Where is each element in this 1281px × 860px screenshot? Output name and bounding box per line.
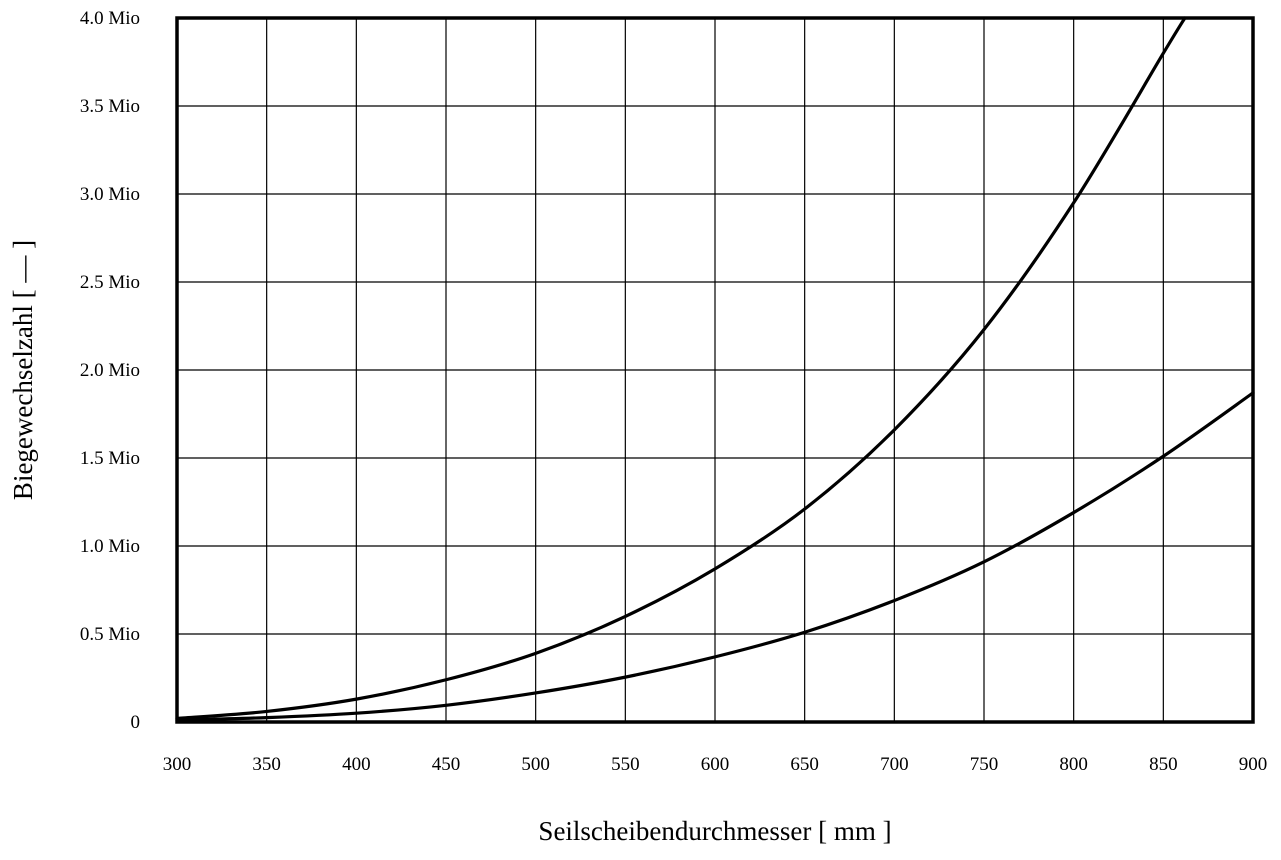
x-axis-ticks: 300 350 400 450 500 550 600 650 700 750 800 850 900 xyxy=(163,754,1268,775)
y-tick-label: 3.0 Mio xyxy=(80,184,140,205)
x-tick-label: 350 xyxy=(252,754,281,775)
y-axis-title: Biegewechselzahl [ — ] xyxy=(8,240,38,500)
x-tick-label: 700 xyxy=(880,754,909,775)
x-tick-label: 600 xyxy=(701,754,730,775)
y-tick-label: 0 xyxy=(131,712,141,733)
grid xyxy=(176,17,1254,723)
x-tick-label: 450 xyxy=(432,754,461,775)
series-line-1 xyxy=(175,16,1187,721)
y-tick-label: 2.5 Mio xyxy=(80,272,140,293)
x-tick-label: 650 xyxy=(790,754,819,775)
x-axis-title: Seilscheibendurchmesser [ mm ] xyxy=(538,816,891,846)
y-tick-label: 0.5 Mio xyxy=(80,624,140,645)
y-tick-label: 2.0 Mio xyxy=(80,360,140,381)
y-tick-label: 4.0 Mio xyxy=(80,8,140,29)
x-tick-label: 500 xyxy=(521,754,550,775)
plot-frame xyxy=(175,16,1255,724)
x-tick-label: 900 xyxy=(1239,754,1268,775)
x-tick-label: 850 xyxy=(1149,754,1178,775)
x-tick-label: 800 xyxy=(1059,754,1088,775)
y-tick-label: 1.0 Mio xyxy=(80,536,140,557)
y-tick-label: 1.5 Mio xyxy=(80,448,140,469)
x-tick-label: 550 xyxy=(611,754,640,775)
series-group xyxy=(175,16,1255,722)
x-tick-label: 400 xyxy=(342,754,371,775)
x-tick-label: 300 xyxy=(163,754,192,775)
series-line-2 xyxy=(175,391,1255,722)
y-tick-label: 3.5 Mio xyxy=(80,96,140,117)
y-axis-ticks: 0 0.5 Mio 1.0 Mio 1.5 Mio 2.0 Mio 2.5 Mio 3.0 … xyxy=(80,8,140,733)
x-tick-label: 750 xyxy=(970,754,999,775)
